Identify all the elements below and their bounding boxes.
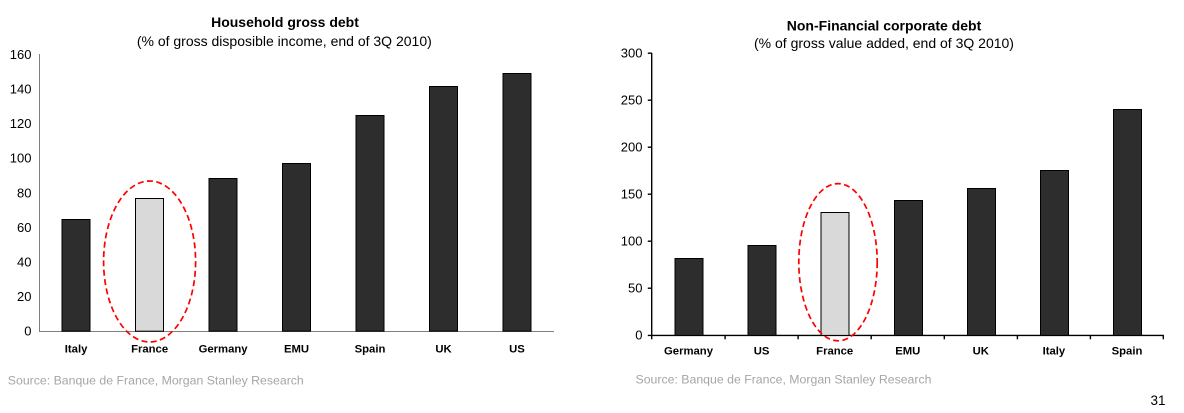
svg-text:UK: UK (435, 344, 452, 356)
svg-text:120: 120 (10, 116, 32, 131)
svg-text:0: 0 (24, 324, 31, 339)
svg-text:UK: UK (973, 346, 990, 358)
svg-text:EMU: EMU (284, 344, 309, 356)
svg-text:Italy: Italy (65, 344, 88, 356)
svg-text:20: 20 (17, 289, 31, 304)
svg-text:Spain: Spain (355, 344, 386, 356)
svg-text:Italy: Italy (1043, 346, 1066, 358)
svg-text:Household gross debt: Household gross debt (211, 14, 359, 30)
svg-text:60: 60 (17, 220, 31, 235)
svg-text:160: 160 (10, 47, 32, 62)
svg-text:31: 31 (1150, 393, 1165, 408)
svg-text:France: France (816, 346, 853, 358)
svg-text:Germany: Germany (664, 346, 714, 358)
svg-text:US: US (509, 344, 525, 356)
svg-text:200: 200 (621, 140, 643, 155)
svg-text:(% of gross disposible income,: (% of gross disposible income, end of 3Q… (137, 33, 432, 49)
svg-text:80: 80 (17, 185, 31, 200)
svg-text:Non-Financial corporate debt: Non-Financial corporate debt (787, 17, 982, 33)
svg-text:40: 40 (17, 254, 31, 269)
svg-text:100: 100 (10, 151, 32, 166)
svg-text:France: France (131, 344, 168, 356)
svg-text:150: 150 (621, 187, 643, 202)
svg-text:100: 100 (621, 234, 643, 249)
svg-text:50: 50 (628, 281, 642, 296)
svg-text:US: US (754, 346, 770, 358)
svg-text:140: 140 (10, 82, 32, 97)
svg-text:Source: Banque de France, Morg: Source: Banque de France, Morgan Stanley… (636, 373, 932, 387)
svg-text:Source: Banque de France, Morg: Source: Banque de France, Morgan Stanley… (8, 374, 304, 388)
svg-text:(% of gross value added, end o: (% of gross value added, end of 3Q 2010) (754, 35, 1014, 51)
svg-text:300: 300 (621, 46, 643, 61)
svg-text:EMU: EMU (895, 346, 920, 358)
svg-text:0: 0 (635, 328, 642, 343)
svg-text:Germany: Germany (199, 344, 249, 356)
svg-text:250: 250 (621, 93, 643, 108)
svg-text:Spain: Spain (1112, 346, 1143, 358)
